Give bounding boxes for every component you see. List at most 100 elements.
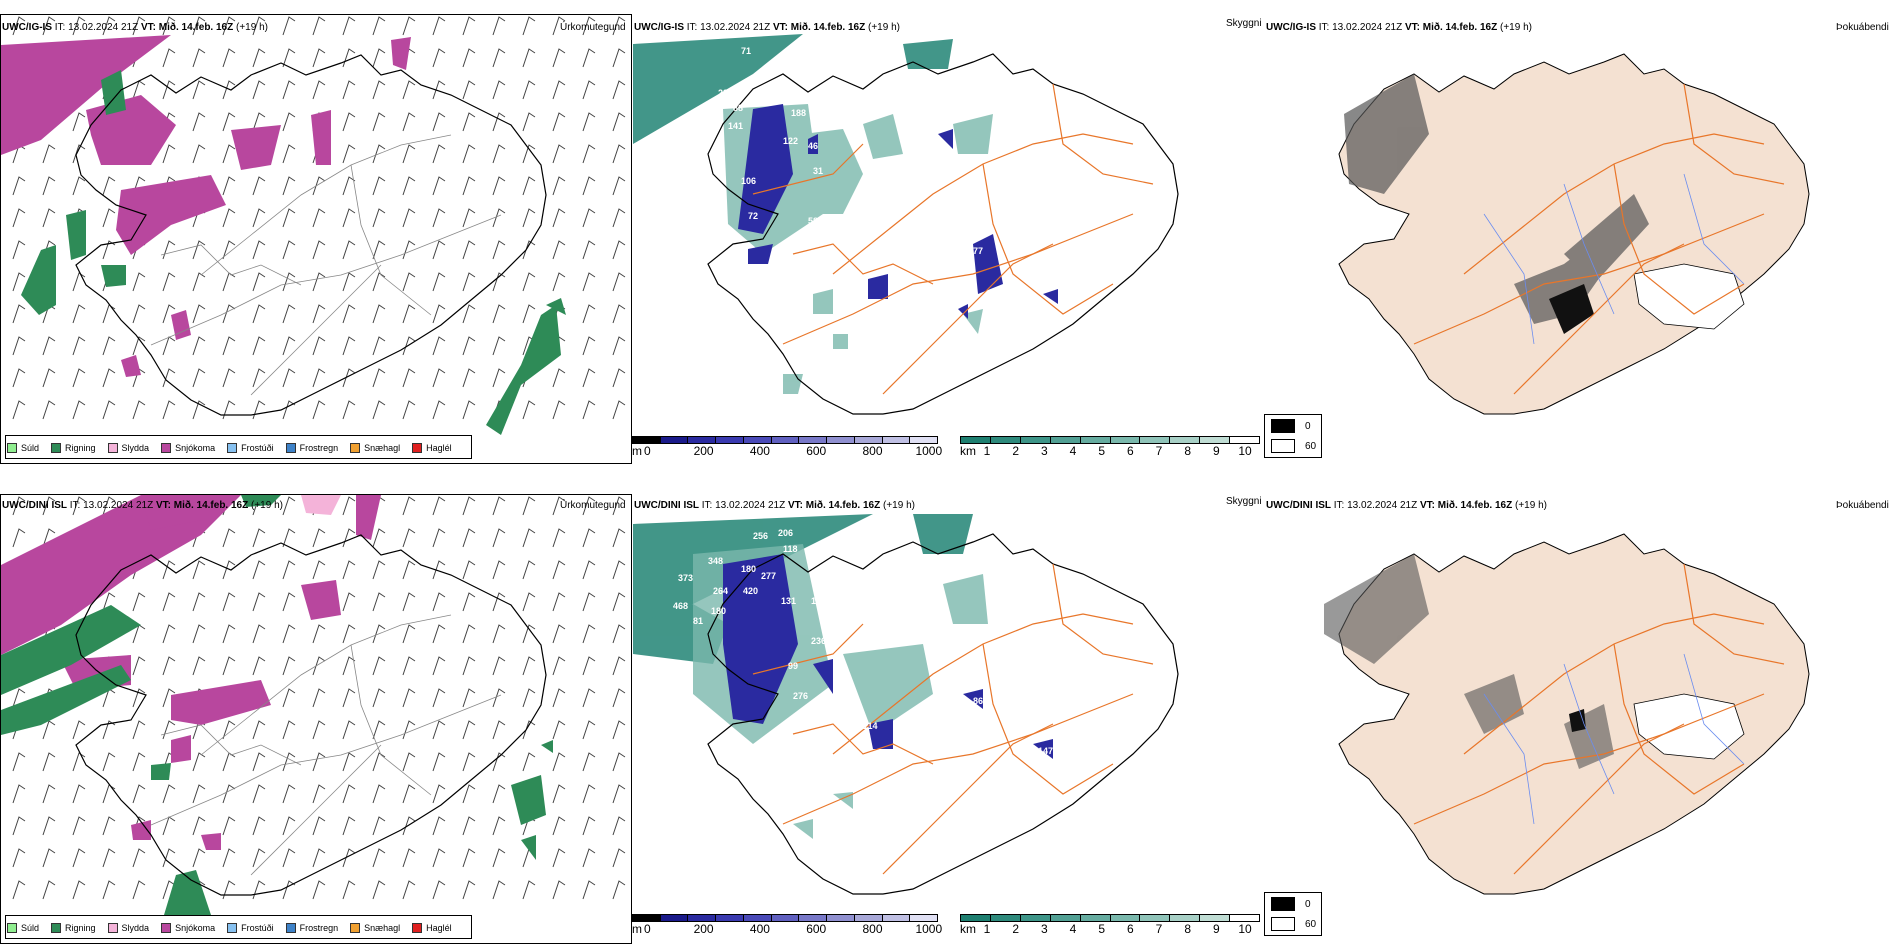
rain-areas-2 <box>1 495 553 915</box>
wind-barb <box>402 400 416 420</box>
wind-barb <box>342 656 356 676</box>
wind-barb <box>42 16 56 36</box>
visibility-value-label: 150 <box>811 596 826 606</box>
vt-label: VT: <box>772 22 788 33</box>
wind-barb <box>402 176 416 196</box>
wind-barb <box>282 624 296 644</box>
wind-barb <box>252 176 266 196</box>
wind-barb <box>492 304 506 324</box>
wind-barb <box>552 48 566 68</box>
wind-barb <box>192 368 206 388</box>
vt-value: Mið. 14.feb. 16Z <box>805 500 881 511</box>
wind-barb <box>222 720 236 740</box>
wind-barb <box>72 336 86 356</box>
glacier-white-1 <box>1633 263 1745 330</box>
it-label: IT: <box>701 500 713 511</box>
wind-barb <box>492 848 506 868</box>
wind-barb <box>282 240 296 260</box>
colorbar-tick-label: 400 <box>749 922 770 936</box>
colorbar-segment <box>716 915 744 921</box>
roads-orange-1 <box>752 83 1154 395</box>
colorbar-tick-label: 600 <box>806 444 827 458</box>
wind-barb <box>162 880 176 900</box>
rain-areas-1 <box>21 70 566 435</box>
colorbar-segment <box>910 437 938 443</box>
wind-barb <box>72 848 86 868</box>
wind-barb <box>432 240 446 260</box>
wind-barb <box>12 848 26 868</box>
wind-barb <box>462 176 476 196</box>
colorbar-segment <box>1020 915 1051 921</box>
wind-barb <box>552 400 566 420</box>
wind-barb <box>72 176 86 196</box>
wind-barb <box>372 816 386 836</box>
wind-barb <box>42 400 56 420</box>
wind-barb <box>432 880 446 900</box>
legend-label: Rigning <box>65 923 96 933</box>
colorbar-segment <box>660 437 689 443</box>
visibility-value-label: 201 <box>968 556 983 566</box>
wind-barb <box>72 496 86 516</box>
panel-title-fog-1: Þokuábendi <box>1836 22 1889 33</box>
wind-barb <box>342 592 356 612</box>
wind-barb <box>372 16 386 36</box>
wind-barb <box>402 112 416 132</box>
colorbar-segment <box>1140 437 1171 443</box>
wind-barb <box>462 80 476 100</box>
wind-barb <box>462 880 476 900</box>
iceland-outline-3 <box>75 534 547 896</box>
wind-barb <box>552 80 566 100</box>
legend-label: Haglél <box>426 923 452 933</box>
colorbar-segment <box>1170 915 1201 921</box>
wind-barb <box>162 336 176 356</box>
wind-barb <box>192 80 206 100</box>
wind-barb <box>612 848 626 868</box>
wind-barb <box>42 496 56 516</box>
wind-barb <box>252 784 266 804</box>
wind-barb <box>582 16 596 36</box>
wind-barb <box>432 624 446 644</box>
visibility-value-label: 287 <box>718 88 733 98</box>
wind-barb <box>522 80 536 100</box>
wind-barb <box>402 208 416 228</box>
colorbar-segment <box>1200 915 1231 921</box>
wind-barb <box>582 336 596 356</box>
wind-barb <box>582 400 596 420</box>
wind-barb <box>522 496 536 516</box>
wind-barb <box>372 752 386 772</box>
wind-barb <box>42 752 56 772</box>
wind-barb <box>372 144 386 164</box>
colorbar-segment <box>882 437 911 443</box>
wind-barb <box>582 176 596 196</box>
wind-barb <box>582 848 596 868</box>
wind-barb <box>282 816 296 836</box>
wind-barb <box>402 80 416 100</box>
wind-barb <box>162 592 176 612</box>
colorbar-tick-label: 600 <box>806 922 827 936</box>
legend-swatch <box>412 443 423 453</box>
legend-item: Rigning <box>51 923 96 933</box>
wind-barb <box>162 656 176 676</box>
fog-map-2 <box>1324 533 1810 895</box>
wind-barb <box>432 368 446 388</box>
wind-barb <box>282 848 296 868</box>
fog-legend-2: 0 60 <box>1264 892 1322 936</box>
wind-barb <box>462 336 476 356</box>
wind-barb <box>252 720 266 740</box>
panel-title-visibility-1: Skyggni <box>1226 18 1262 29</box>
fog-rivers-2 <box>1483 653 1745 825</box>
wind-barb <box>312 208 326 228</box>
roads-1 <box>150 134 502 396</box>
colorbar-unit: m <box>632 922 642 936</box>
wind-barb <box>462 48 476 68</box>
wind-barb <box>162 784 176 804</box>
colorbar-tick-label: 0 <box>643 444 651 458</box>
glacier-white-2 <box>1633 693 1745 760</box>
wind-barb <box>312 272 326 292</box>
fog-legend-swatch-bottom <box>1271 439 1295 453</box>
it-label: IT: <box>54 22 66 33</box>
wind-barb <box>492 80 506 100</box>
wind-barb <box>312 848 326 868</box>
wind-barb <box>312 688 326 708</box>
wind-barb <box>132 272 146 292</box>
